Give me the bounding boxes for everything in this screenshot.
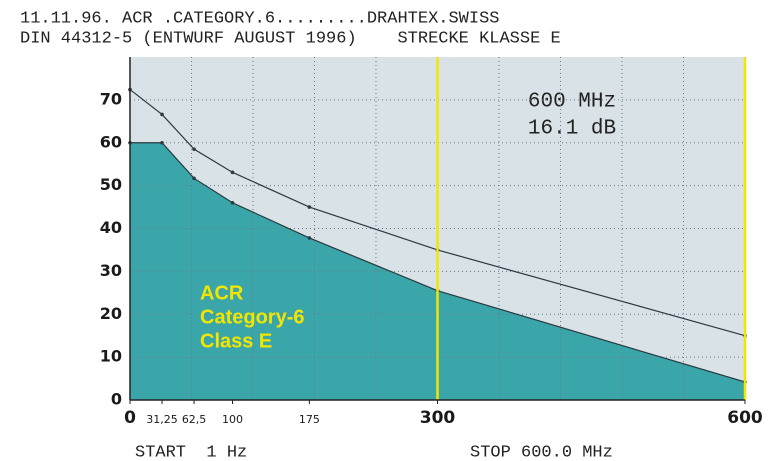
- point: [307, 236, 312, 240]
- x-tick-label: 31,25: [146, 413, 178, 426]
- x-tick-label: 300: [420, 408, 456, 428]
- point: [192, 147, 196, 151]
- footer-start: START 1 Hz: [135, 443, 247, 461]
- y-tick-label: 0: [111, 390, 122, 409]
- footer-stop: STOP 600.0 MHz: [470, 443, 613, 461]
- y-tick-label: 40: [100, 218, 122, 237]
- y-tick-label: 30: [100, 261, 122, 280]
- x-tick-label: 175: [299, 413, 320, 426]
- readout: 16.1 dB: [528, 118, 616, 141]
- point: [192, 176, 196, 181]
- annotation: Category-6: [200, 306, 304, 328]
- area: [130, 142, 745, 400]
- readout: 600 MHz: [528, 91, 616, 114]
- y-tick-label: 10: [100, 347, 122, 366]
- y-tick-label: 60: [100, 132, 122, 151]
- point: [160, 140, 164, 145]
- y-tick-label: 50: [100, 175, 122, 194]
- y-tick-label: 20: [100, 304, 122, 323]
- y-tick-label: 70: [100, 89, 122, 108]
- x-tick-label: 0: [124, 408, 136, 428]
- x-tick-label: 62,5: [182, 413, 207, 426]
- x-tick-label: 100: [222, 413, 243, 426]
- x-tick-label: 600: [727, 408, 763, 428]
- annotation: ACR: [200, 282, 244, 304]
- point: [307, 205, 312, 209]
- point: [230, 200, 235, 205]
- header-line: 11.11.96. ACR .CATEGORY.6.........DRAHTE…: [20, 9, 499, 28]
- annotation: Class E: [200, 330, 272, 352]
- header-line: DIN 44312-5 (ENTWURF AUGUST 1996) STRECK…: [20, 29, 561, 48]
- point: [160, 112, 164, 117]
- point: [230, 170, 235, 175]
